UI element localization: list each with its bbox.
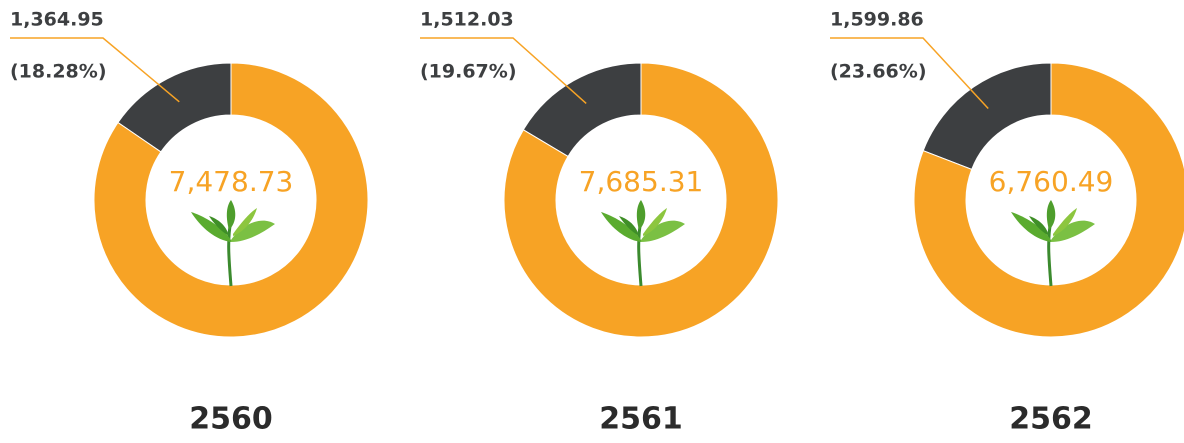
sprout-leaf xyxy=(1051,220,1095,242)
center-value-label: 6,760.49 xyxy=(989,165,1114,198)
sprout-leaf xyxy=(601,212,641,242)
sprout xyxy=(1011,200,1095,287)
slice-percent-label: (18.28%) xyxy=(10,61,107,83)
donut-slice xyxy=(913,62,1184,338)
sprout-leaf xyxy=(1011,212,1051,242)
sprout-leaf xyxy=(209,216,229,236)
sprout-leaf xyxy=(231,220,275,242)
sprout-leaf xyxy=(636,200,646,230)
year-label: 2561 xyxy=(599,402,683,437)
leader-line xyxy=(420,37,587,105)
slice-value-label: 1,512.03 xyxy=(420,9,514,31)
slice-percent-label: (23.66%) xyxy=(830,61,927,83)
donut-slice xyxy=(922,62,1052,171)
year-label: 2562 xyxy=(1009,402,1093,437)
sprout-leaf xyxy=(1029,216,1049,236)
sprout-leaf xyxy=(619,216,639,236)
sprout-leaf xyxy=(1053,208,1077,236)
slice-value-label: 1,364.95 xyxy=(10,9,104,31)
sprout-leaf xyxy=(643,208,667,236)
sprout xyxy=(191,200,275,287)
sprout-leaf xyxy=(233,208,257,236)
center-value-label: 7,685.31 xyxy=(579,165,704,198)
sprout xyxy=(601,200,685,287)
leader-line xyxy=(830,37,989,109)
center-value-label: 7,478.73 xyxy=(169,165,294,198)
slice-percent-label: (19.67%) xyxy=(420,61,517,83)
sprout-leaf xyxy=(641,220,685,242)
sprout-leaf xyxy=(226,200,236,230)
slice-value-label: 1,599.86 xyxy=(830,9,924,31)
donut-slice xyxy=(503,62,779,338)
donut-slice xyxy=(93,62,369,338)
sprout-leaf xyxy=(191,212,231,242)
sprout-leaf xyxy=(1046,200,1056,230)
leader-line xyxy=(10,37,180,103)
year-label: 2560 xyxy=(189,402,273,437)
